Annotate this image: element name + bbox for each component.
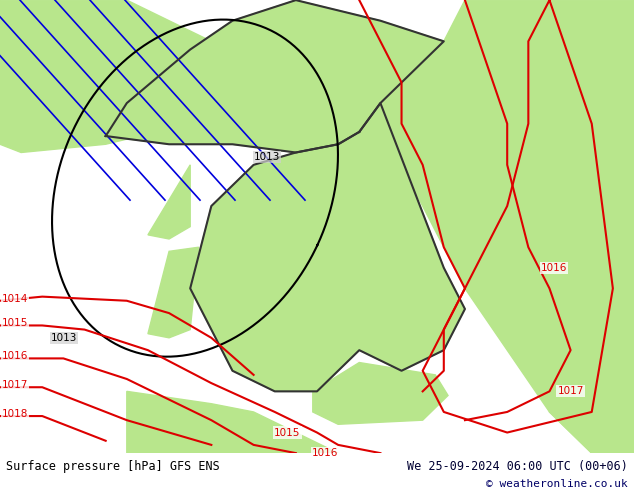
- Text: Surface pressure [hPa] GFS ENS: Surface pressure [hPa] GFS ENS: [6, 460, 220, 473]
- Text: 1017: 1017: [557, 386, 584, 396]
- Text: 1013: 1013: [51, 333, 77, 343]
- Text: 1016: 1016: [313, 448, 339, 458]
- Polygon shape: [550, 330, 634, 453]
- Text: 1013: 1013: [254, 151, 280, 162]
- Text: 1014: 1014: [2, 294, 29, 304]
- Polygon shape: [148, 247, 198, 338]
- Text: 1015: 1015: [2, 318, 29, 328]
- Polygon shape: [359, 0, 634, 453]
- Polygon shape: [190, 103, 465, 392]
- Text: 1015: 1015: [275, 428, 301, 438]
- Text: 1016: 1016: [541, 263, 567, 273]
- Text: 1017: 1017: [2, 380, 29, 390]
- Text: © weatheronline.co.uk: © weatheronline.co.uk: [486, 480, 628, 490]
- Text: 1016: 1016: [2, 351, 29, 362]
- Polygon shape: [148, 165, 190, 239]
- Polygon shape: [127, 392, 338, 453]
- Polygon shape: [106, 0, 444, 152]
- Text: We 25-09-2024 06:00 UTC (00+06): We 25-09-2024 06:00 UTC (00+06): [407, 460, 628, 473]
- Polygon shape: [0, 0, 211, 152]
- Polygon shape: [313, 363, 448, 424]
- Text: 1018: 1018: [2, 409, 29, 419]
